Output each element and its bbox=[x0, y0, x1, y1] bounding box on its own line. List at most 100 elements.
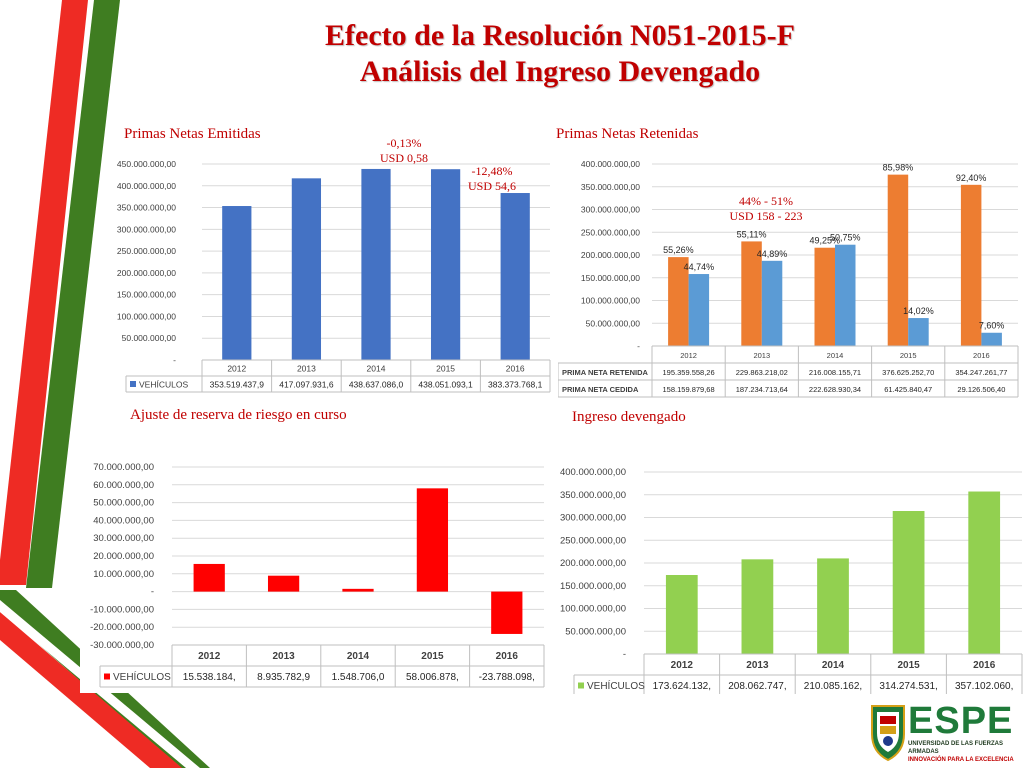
x-tick-label: 2015 bbox=[421, 651, 444, 662]
title-line-2: Análisis del Ingreso Devengado bbox=[359, 55, 761, 88]
table-cell: 29.126.506,40 bbox=[957, 385, 1005, 394]
x-tick-label: 2016 bbox=[973, 660, 996, 671]
table-cell: -23.788.098, bbox=[479, 672, 535, 683]
table-cell: 195.359.558,26 bbox=[663, 368, 715, 377]
bar bbox=[981, 332, 1002, 346]
legend-label: VEHÍCULOS bbox=[587, 679, 645, 692]
annotation-emitidas-a-pct: -0,13% bbox=[386, 136, 422, 150]
x-tick-label: 2014 bbox=[367, 364, 386, 374]
table-cell: 216.008.155,71 bbox=[809, 368, 861, 377]
bar bbox=[761, 260, 783, 346]
bar bbox=[817, 558, 849, 654]
y-tick-label: 10.000.000,00 bbox=[93, 569, 154, 580]
annotation-retenidas: 44% - 51% USD 158 - 223 bbox=[716, 194, 816, 224]
x-tick-label: 2013 bbox=[297, 364, 316, 374]
label-primas-emitidas: Primas Netas Emitidas bbox=[124, 126, 261, 142]
bar bbox=[968, 491, 1001, 654]
page-title: Efecto de la Resolución N051-2015-F Anál… bbox=[180, 18, 940, 90]
y-tick-label: 350.000.000,00 bbox=[117, 203, 176, 213]
x-tick-label: 2012 bbox=[680, 351, 697, 360]
annotation-emitidas-b: -12,48% USD 54,6 bbox=[456, 164, 528, 194]
data-label: 50,75% bbox=[830, 233, 861, 243]
y-tick-label: 50.000.000,00 bbox=[586, 318, 641, 328]
annotation-emitidas-a-usd: USD 0,58 bbox=[379, 151, 428, 165]
x-tick-label: 2012 bbox=[227, 364, 246, 374]
x-tick-label: 2012 bbox=[671, 660, 694, 671]
table-cell: 187.234.713,64 bbox=[736, 385, 788, 394]
table-cell: 438.637.086,0 bbox=[349, 380, 404, 390]
y-tick-label: 300.000.000,00 bbox=[581, 205, 640, 215]
table-cell: 383.373.768,1 bbox=[488, 380, 543, 390]
annotation-emitidas-b-pct: -12,48% bbox=[471, 164, 513, 178]
y-tick-label: 200.000.000,00 bbox=[560, 558, 626, 569]
table-cell: 353.519.437,9 bbox=[210, 380, 265, 390]
y-tick-label: 450.000.000,00 bbox=[117, 159, 176, 169]
table-cell: 314.274.531, bbox=[879, 681, 937, 692]
label-primas-retenidas: Primas Netas Retenidas bbox=[556, 126, 699, 142]
y-tick-label: 200.000.000,00 bbox=[581, 250, 640, 260]
y-tick-label: -30.000.000,00 bbox=[90, 640, 154, 651]
chart-primas-retenidas: - 50.000.000,00 100.000.000,00 150.000.000,… bbox=[558, 150, 1020, 398]
y-tick-label: - bbox=[637, 341, 640, 351]
table-cell: 15.538.184, bbox=[183, 672, 236, 683]
chart-primas-emitidas: - 50.000.000,00 100.000.000,00 150.000.000,… bbox=[108, 150, 554, 398]
x-tick-label: 2014 bbox=[827, 351, 844, 360]
data-label: 49,25% bbox=[809, 236, 840, 246]
table-cell: 354.247.261,77 bbox=[955, 368, 1007, 377]
y-tick-label: 400.000.000,00 bbox=[581, 159, 640, 169]
y-tick-label: 250.000.000,00 bbox=[581, 227, 640, 237]
bar bbox=[892, 511, 925, 654]
university-crest-icon bbox=[871, 705, 905, 762]
y-tick-label: 50.000.000,00 bbox=[565, 626, 626, 637]
bar bbox=[668, 257, 689, 346]
y-tick-label: 300.000.000,00 bbox=[117, 224, 176, 234]
bar bbox=[500, 193, 530, 360]
table-cell: 1.548.706,0 bbox=[332, 672, 385, 683]
bar bbox=[222, 206, 252, 360]
table-cell: 58.006.878, bbox=[406, 672, 459, 683]
y-tick-label: 250.000.000,00 bbox=[560, 535, 626, 546]
legend-label: VEHÍCULOS bbox=[113, 670, 171, 683]
bar bbox=[267, 575, 300, 592]
table-cell: 229.863.218,02 bbox=[736, 368, 788, 377]
x-tick-label: 2015 bbox=[897, 660, 920, 671]
logo-subtitle-2: INNOVACIÓN PARA LA EXCELENCIA bbox=[908, 757, 1014, 763]
y-tick-label: 200.000.000,00 bbox=[117, 268, 176, 278]
y-tick-label: 150.000.000,00 bbox=[581, 273, 640, 283]
data-label: 92,40% bbox=[956, 173, 987, 183]
bar bbox=[960, 184, 982, 346]
y-tick-label: 150.000.000,00 bbox=[117, 290, 176, 300]
logo-subtitle: UNIVERSIDAD DE LAS FUERZAS ARMADAS INNOV… bbox=[908, 740, 1018, 764]
y-tick-label: 20.000.000,00 bbox=[93, 551, 154, 562]
bar bbox=[361, 168, 391, 360]
legend-label: PRIMA NETA CEDIDA bbox=[562, 385, 639, 394]
table-cell: 210.085.162, bbox=[804, 681, 862, 692]
chart-ingreso-devengado: - 50.000.000,00 100.000.000,00 150.000.000,… bbox=[550, 458, 1024, 694]
y-tick-label: 40.000.000,00 bbox=[93, 515, 154, 526]
legend-label: PRIMA NETA RETENIDA bbox=[562, 368, 649, 377]
label-ingreso-devengado: Ingreso devengado bbox=[572, 409, 686, 425]
bar bbox=[741, 241, 762, 346]
table-cell: 61.425.840,47 bbox=[884, 385, 932, 394]
title-line-1: Efecto de la Resolución N051-2015-F bbox=[325, 19, 795, 52]
y-tick-label: 60.000.000,00 bbox=[93, 480, 154, 491]
table-cell: 173.624.132, bbox=[653, 681, 711, 692]
bar bbox=[908, 318, 929, 346]
table-cell: 417.097.931,6 bbox=[279, 380, 334, 390]
x-tick-label: 2014 bbox=[347, 651, 370, 662]
y-tick-label: 400.000.000,00 bbox=[560, 467, 626, 478]
y-tick-label: 50.000.000,00 bbox=[122, 333, 177, 343]
x-tick-label: 2016 bbox=[496, 651, 519, 662]
bar bbox=[665, 575, 698, 654]
data-label: 55,11% bbox=[737, 229, 767, 239]
data-label: 7,60% bbox=[979, 321, 1005, 331]
bar bbox=[491, 591, 523, 634]
x-tick-label: 2012 bbox=[198, 651, 221, 662]
y-tick-label: -20.000.000,00 bbox=[90, 622, 154, 633]
logo-subtitle-1: UNIVERSIDAD DE LAS FUERZAS ARMADAS bbox=[908, 741, 1004, 755]
bar bbox=[835, 244, 856, 346]
logo-wordmark: ESPE bbox=[908, 700, 1014, 742]
x-tick-label: 2013 bbox=[272, 651, 295, 662]
table-cell: 208.062.747, bbox=[728, 681, 786, 692]
y-tick-label: 50.000.000,00 bbox=[93, 498, 154, 509]
